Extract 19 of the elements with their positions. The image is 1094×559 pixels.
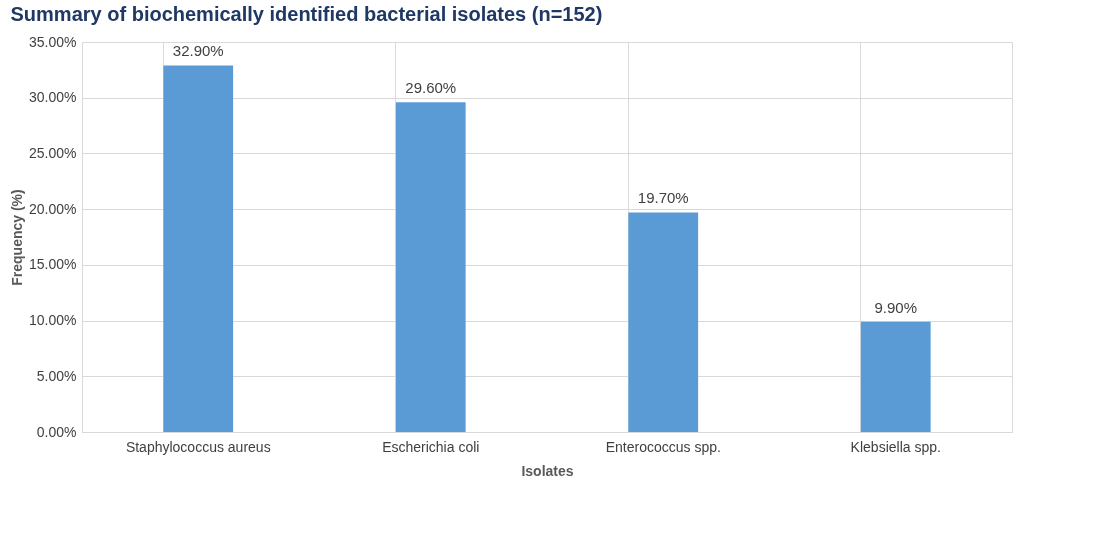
y-tick-label: 20.00%	[29, 200, 77, 217]
x-tick-label: Klebsiella spp.	[850, 438, 941, 455]
y-tick-label: 25.00%	[29, 144, 77, 161]
y-axis-title: Frequency (%)	[9, 189, 26, 286]
x-axis-title: Isolates	[521, 462, 574, 479]
y-tick-label: 30.00%	[29, 89, 77, 106]
x-tick-label: Staphylococcus aureus	[125, 438, 271, 455]
data-label: 29.60%	[405, 79, 457, 97]
y-tick-label: 15.00%	[29, 256, 77, 273]
x-tick-label: Enterococcus spp.	[605, 438, 721, 455]
chart-title: Summary of biochemically identified bacterial isolates (n=152)	[10, 3, 603, 25]
data-label: 9.90%	[874, 298, 918, 316]
y-tick-label: 10.00%	[29, 312, 77, 329]
data-label: 19.70%	[637, 189, 689, 207]
y-tick-label: 0.00%	[36, 423, 77, 440]
y-tick-label: 5.00%	[36, 367, 77, 384]
x-tick-label: Escherichia coli	[382, 438, 480, 455]
y-tick-label: 35.00%	[29, 33, 77, 50]
data-label: 32.90%	[172, 42, 224, 60]
